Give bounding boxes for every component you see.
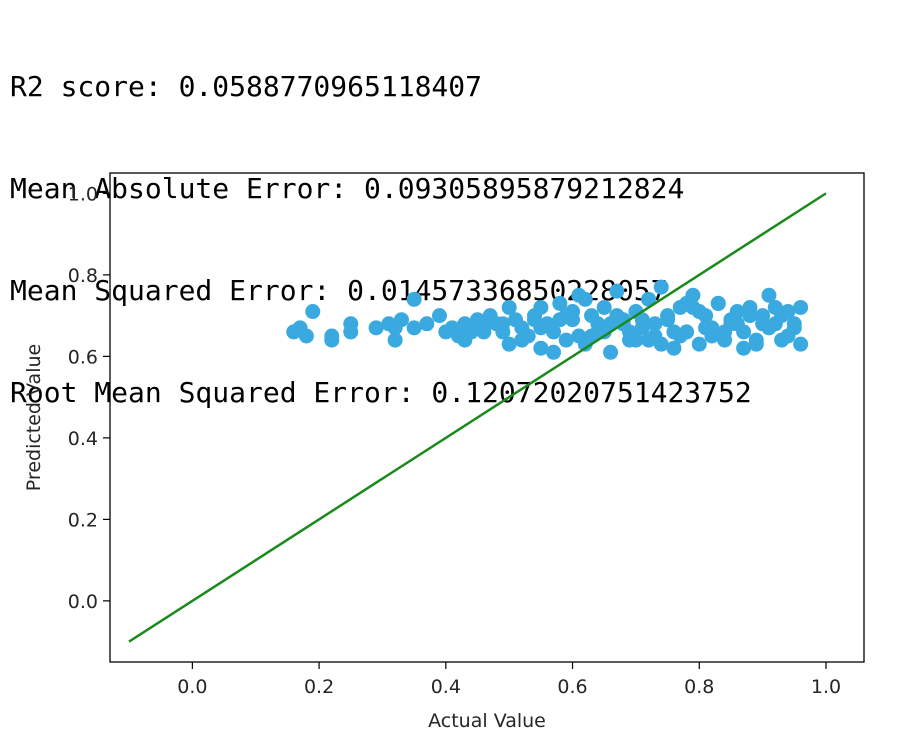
scatter-point <box>533 340 549 356</box>
x-axis-label: Actual Value <box>428 710 546 732</box>
scatter-point <box>527 312 543 328</box>
scatter-point <box>324 328 340 344</box>
scatter-point <box>501 336 517 352</box>
points-layer <box>286 279 809 360</box>
scatter-point <box>742 308 758 324</box>
scatter-point <box>603 344 619 360</box>
scatter-point <box>653 336 669 352</box>
scatter-point <box>736 340 752 356</box>
scatter-point <box>343 324 359 340</box>
scatter-point <box>647 316 663 332</box>
y-tick-label: 0.6 <box>68 346 98 368</box>
scatter-point <box>298 328 314 344</box>
axes-layer: 0.0 0.2 0.4 0.6 0.8 1.0 0.0 0.2 0.4 0.6 0.8 1.0 <box>68 172 865 698</box>
y-tick-label: 1.0 <box>68 183 98 205</box>
scatter-point <box>305 304 321 320</box>
scatter-point <box>533 299 549 315</box>
scatter-point <box>748 336 764 352</box>
scatter-point <box>552 295 568 311</box>
scatter-point <box>457 332 473 348</box>
scatter-point <box>514 332 530 348</box>
mae-text: Mean Absolute Error: 0.09305895879212824 <box>10 172 685 205</box>
reference-line <box>128 192 827 643</box>
scatter-point <box>577 291 593 307</box>
y-tick-label: 0.4 <box>68 428 98 450</box>
scatter-point <box>584 328 600 344</box>
scatter-point <box>641 332 657 348</box>
y-tick-label: 0.8 <box>68 265 98 287</box>
scatter-point <box>672 328 688 344</box>
metrics-output: R2 score: 0.0588770965118407 Mean Absolu… <box>10 2 752 444</box>
scatter-point <box>660 308 676 324</box>
scatter-point <box>755 316 771 332</box>
scatter-point <box>717 324 733 340</box>
reference-line-layer <box>128 192 827 643</box>
scatter-point <box>634 312 650 328</box>
y-axis-label: Predicted Value <box>23 344 45 491</box>
scatter-point <box>641 291 657 307</box>
y-tick-label: 0.2 <box>68 509 98 531</box>
scatter-point <box>622 324 638 340</box>
scatter-point <box>387 332 403 348</box>
scatter-point <box>501 299 517 315</box>
scatter-point <box>729 304 745 320</box>
scatter-point <box>571 328 587 344</box>
scatter-point <box>609 283 625 299</box>
scatter-point <box>406 320 422 336</box>
scatter-point <box>546 324 562 340</box>
scatter-point <box>546 344 562 360</box>
scatter-point <box>729 316 745 332</box>
scatter-point <box>666 340 682 356</box>
scatter-point <box>368 320 384 336</box>
scatter-point <box>780 328 796 344</box>
r2-score-text: R2 score: 0.0588770965118407 <box>10 70 483 103</box>
scatter-point <box>431 308 447 324</box>
scatter-point <box>406 291 422 307</box>
scatter-point <box>761 287 777 303</box>
plot-frame <box>109 172 865 663</box>
x-tick-label: 1.0 <box>811 676 841 698</box>
rmse-text: Root Mean Squared Error: 0.1207202075142… <box>10 376 752 409</box>
scatter-point <box>558 332 574 348</box>
scatter-point <box>596 324 612 340</box>
scatter-point <box>691 304 707 320</box>
scatter-point <box>691 336 707 352</box>
scatter-point <box>419 316 435 332</box>
scatter-point <box>653 279 669 295</box>
x-tick-label: 0.4 <box>431 676 461 698</box>
scatter-point <box>710 295 726 311</box>
scatter-point <box>786 316 802 332</box>
scatter-point <box>393 312 409 328</box>
scatter-point <box>495 316 511 332</box>
scatter-point <box>615 312 631 328</box>
x-tick-label: 0.2 <box>304 676 334 698</box>
scatter-point <box>793 336 809 352</box>
scatter-point <box>596 299 612 315</box>
scatter-point <box>679 295 695 311</box>
scatter-point <box>558 308 574 324</box>
x-tick-label: 0.8 <box>684 676 714 698</box>
x-tick-label: 0.0 <box>177 676 207 698</box>
scatter-point <box>767 299 783 315</box>
scatter-point <box>698 320 714 336</box>
x-tick-label: 0.6 <box>557 676 587 698</box>
scatter-point <box>793 299 809 315</box>
scatter-point <box>476 324 492 340</box>
y-tick-label: 0.0 <box>68 591 98 613</box>
